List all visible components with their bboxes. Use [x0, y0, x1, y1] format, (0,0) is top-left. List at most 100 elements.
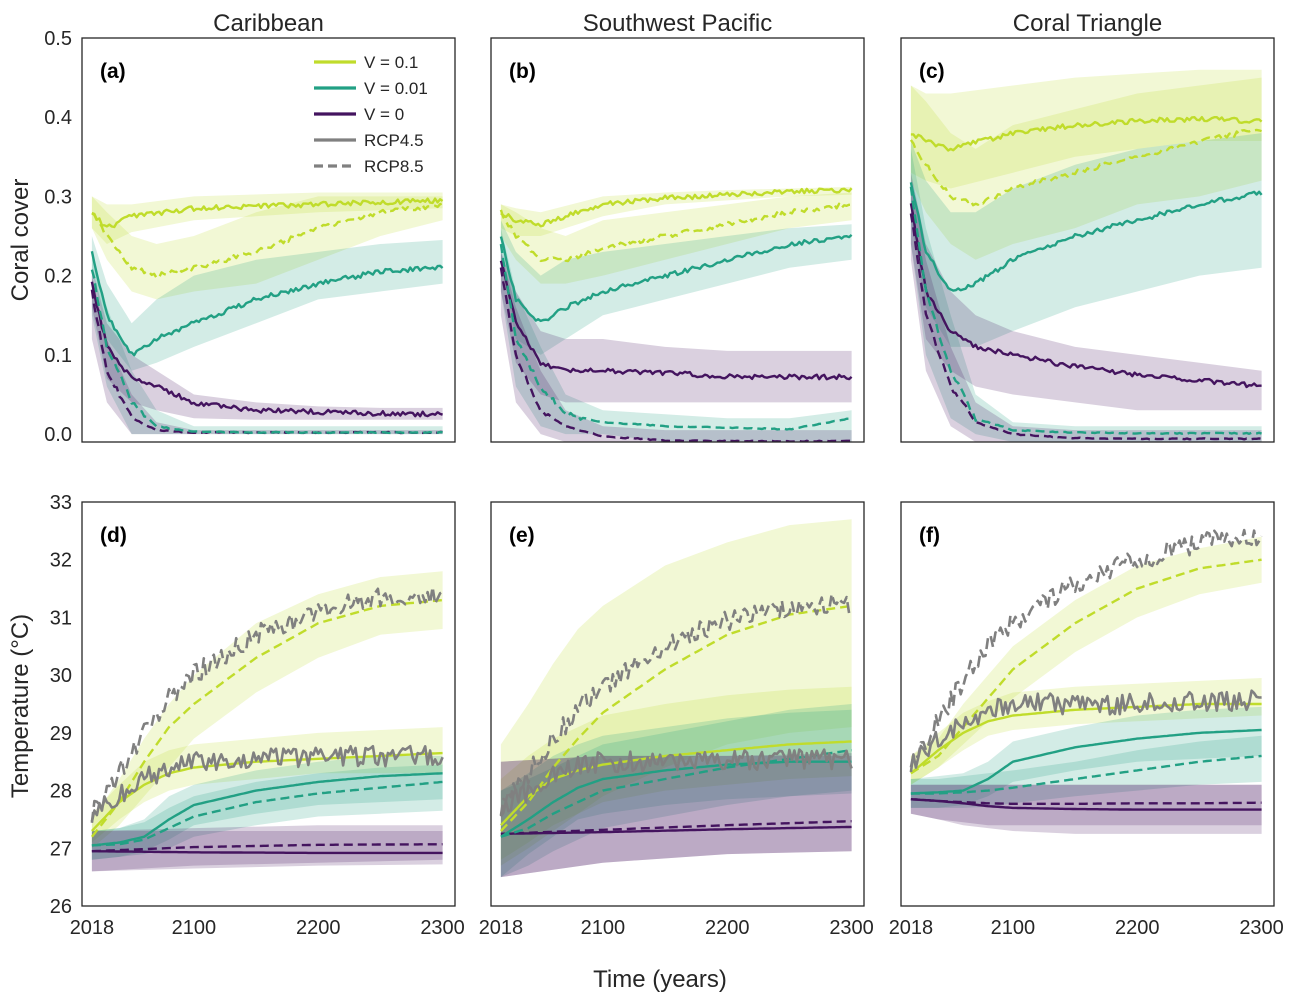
legend-label: V = 0 — [364, 105, 404, 124]
y-tick-label: 0.5 — [44, 28, 72, 50]
panel-b: (b) Southwest Pacific — [490, 10, 865, 443]
legend-label: RCP4.5 — [364, 131, 424, 150]
series-line-v01_45 — [500, 187, 853, 228]
panel-label: (d) — [100, 524, 127, 547]
band-v01_45 — [500, 686, 852, 860]
x-tick-label: 2300 — [420, 917, 465, 939]
series-line-sst45 — [499, 748, 853, 818]
x-tick-label: 2300 — [1239, 917, 1284, 939]
x-tick-label: 2200 — [1115, 917, 1160, 939]
band-v0_45 — [500, 755, 852, 878]
band-v001_45 — [91, 755, 443, 860]
panel-a: (a) Caribbean 0.0 0.1 0.2 0.3 0.4 0.5 — [44, 10, 456, 446]
panel-label: (b) — [509, 60, 536, 83]
x-tick-label: 2100 — [172, 917, 217, 939]
panel-frame — [900, 501, 1275, 907]
band-v0_85 — [500, 251, 852, 442]
legend-item: RCP4.5 — [314, 131, 424, 150]
x-tick-label: 2200 — [296, 917, 341, 939]
x-tick-label: 2100 — [581, 917, 626, 939]
band-v01_85 — [500, 519, 852, 866]
band-v0_85 — [910, 784, 1262, 826]
series-line-v0_45 — [500, 825, 852, 836]
panel-label: (c) — [919, 60, 945, 83]
legend-label: V = 0.01 — [364, 79, 428, 98]
x-tick-label: 2200 — [705, 917, 750, 939]
series-line-v001_85 — [499, 243, 853, 431]
panel-frame — [490, 37, 865, 443]
series-line-v01_85 — [91, 202, 443, 280]
series-line-v001_85 — [91, 780, 443, 847]
plot-area — [90, 571, 444, 872]
y-tick-label: 0.1 — [44, 345, 72, 367]
band-v01_45 — [91, 192, 443, 244]
series-line-v0_45 — [909, 203, 1262, 389]
series-line-v01_45 — [910, 116, 1263, 152]
panel-e: (e) 2018 2100 2200 2300 — [479, 501, 874, 939]
band-v001_45 — [910, 133, 1262, 347]
series-line-sst85 — [90, 585, 444, 823]
plot-area — [499, 186, 853, 442]
y-tick-label: 0.2 — [44, 266, 72, 288]
series-line-v0_45 — [91, 850, 443, 855]
series-line-v0_45 — [90, 281, 443, 418]
panel-frame — [81, 37, 456, 443]
column-title: Caribbean — [213, 10, 324, 37]
legend-item: RCP8.5 — [314, 157, 424, 176]
y-tick-label: 26 — [50, 896, 72, 918]
x-tick-label: 2018 — [889, 917, 934, 939]
series-line-sst85 — [909, 528, 1263, 768]
column-title: Coral Triangle — [1013, 10, 1162, 37]
series-line-v001_45 — [91, 772, 443, 847]
band-v001_45 — [910, 706, 1262, 808]
panel-f: (f) 2018 2100 2200 2300 — [889, 501, 1284, 939]
band-v001_85 — [500, 228, 852, 442]
band-v0_45 — [91, 831, 443, 872]
plot-area — [909, 528, 1263, 834]
series-line-v0_85 — [910, 798, 1262, 805]
panel-frame — [81, 501, 456, 907]
series-line-v0_85 — [909, 213, 1262, 441]
panel-label: (a) — [100, 60, 126, 83]
band-v01_85 — [91, 571, 443, 849]
legend: V = 0.1 V = 0.01 V = 0 RCP4.5 RCP8.5 — [314, 53, 428, 176]
series-line-v001_45 — [90, 250, 444, 357]
band-v01_45 — [910, 69, 1262, 189]
panel-frame — [900, 37, 1275, 443]
plot-area — [90, 192, 444, 435]
series-line-v0_85 — [91, 843, 443, 853]
y-tick-label: 28 — [50, 781, 72, 803]
series-line-v001_85 — [910, 754, 1262, 795]
band-v001_85 — [91, 764, 443, 860]
series-line-sst85 — [499, 592, 853, 816]
series-line-v001_45 — [499, 233, 853, 323]
panel-label: (e) — [509, 524, 535, 547]
series-line-v0_45 — [499, 260, 853, 381]
y-tick-label: 32 — [50, 550, 72, 572]
band-v01_85 — [91, 196, 443, 300]
series-line-v0_85 — [500, 820, 852, 836]
series-line-v001_85 — [90, 269, 443, 435]
legend-item: V = 0.01 — [314, 79, 428, 98]
y-tick-label: 27 — [50, 838, 72, 860]
series-line-v001_85 — [909, 186, 1262, 435]
x-tick-label: 2018 — [70, 917, 115, 939]
series-line-v01_45 — [500, 740, 852, 827]
y-tick-label: 29 — [50, 723, 72, 745]
band-v0_85 — [91, 275, 443, 435]
band-v001_45 — [500, 220, 852, 355]
band-v0_45 — [500, 251, 852, 403]
series-line-v001_85 — [500, 749, 852, 838]
series-line-v001_45 — [910, 728, 1262, 795]
column-title: Southwest Pacific — [583, 10, 772, 37]
legend-item: V = 0.1 — [314, 53, 418, 72]
legend-label: RCP8.5 — [364, 157, 424, 176]
series-line-v01_85 — [910, 558, 1262, 775]
y-tick-label: 0.3 — [44, 186, 72, 208]
panel-d: (d) 26 27 28 29 30 31 32 33 2018 2100 2200 2300 — [50, 492, 465, 939]
series-line-v01_85 — [909, 128, 1262, 207]
panel-label: (f) — [919, 524, 940, 547]
band-v001_45 — [500, 709, 852, 878]
